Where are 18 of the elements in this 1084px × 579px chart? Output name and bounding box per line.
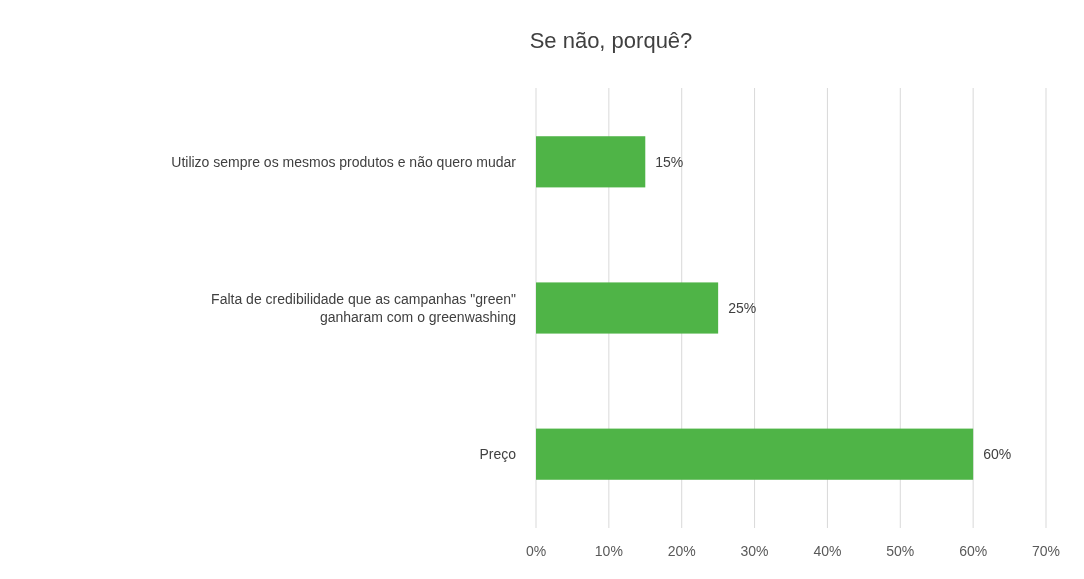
- x-tick-label: 60%: [959, 543, 988, 559]
- y-tick-label: Falta de credibilidade que as campanhas "green" ganharam com o greenwashing: [211, 290, 517, 325]
- x-tick-label: 30%: [740, 543, 769, 559]
- data-label: 15%: [655, 153, 684, 170]
- bar: [536, 282, 719, 334]
- x-tick-label: 10%: [594, 543, 623, 559]
- bar: [536, 136, 646, 188]
- x-tick-label: 40%: [813, 543, 842, 559]
- x-tick-label: 0%: [525, 543, 547, 559]
- chart-title: Se não, porquê?: [529, 28, 693, 53]
- x-tick-label: 50%: [886, 543, 915, 559]
- data-label: 25%: [728, 299, 757, 316]
- x-tick-label: 70%: [1031, 543, 1061, 559]
- data-label: 60%: [983, 446, 1012, 463]
- bar: [536, 428, 974, 480]
- y-tick-label: Utilizo sempre os mesmos produtos e não quero mudar: [171, 153, 517, 170]
- x-tick-label: 20%: [667, 543, 696, 559]
- y-tick-label: Preço: [479, 446, 517, 463]
